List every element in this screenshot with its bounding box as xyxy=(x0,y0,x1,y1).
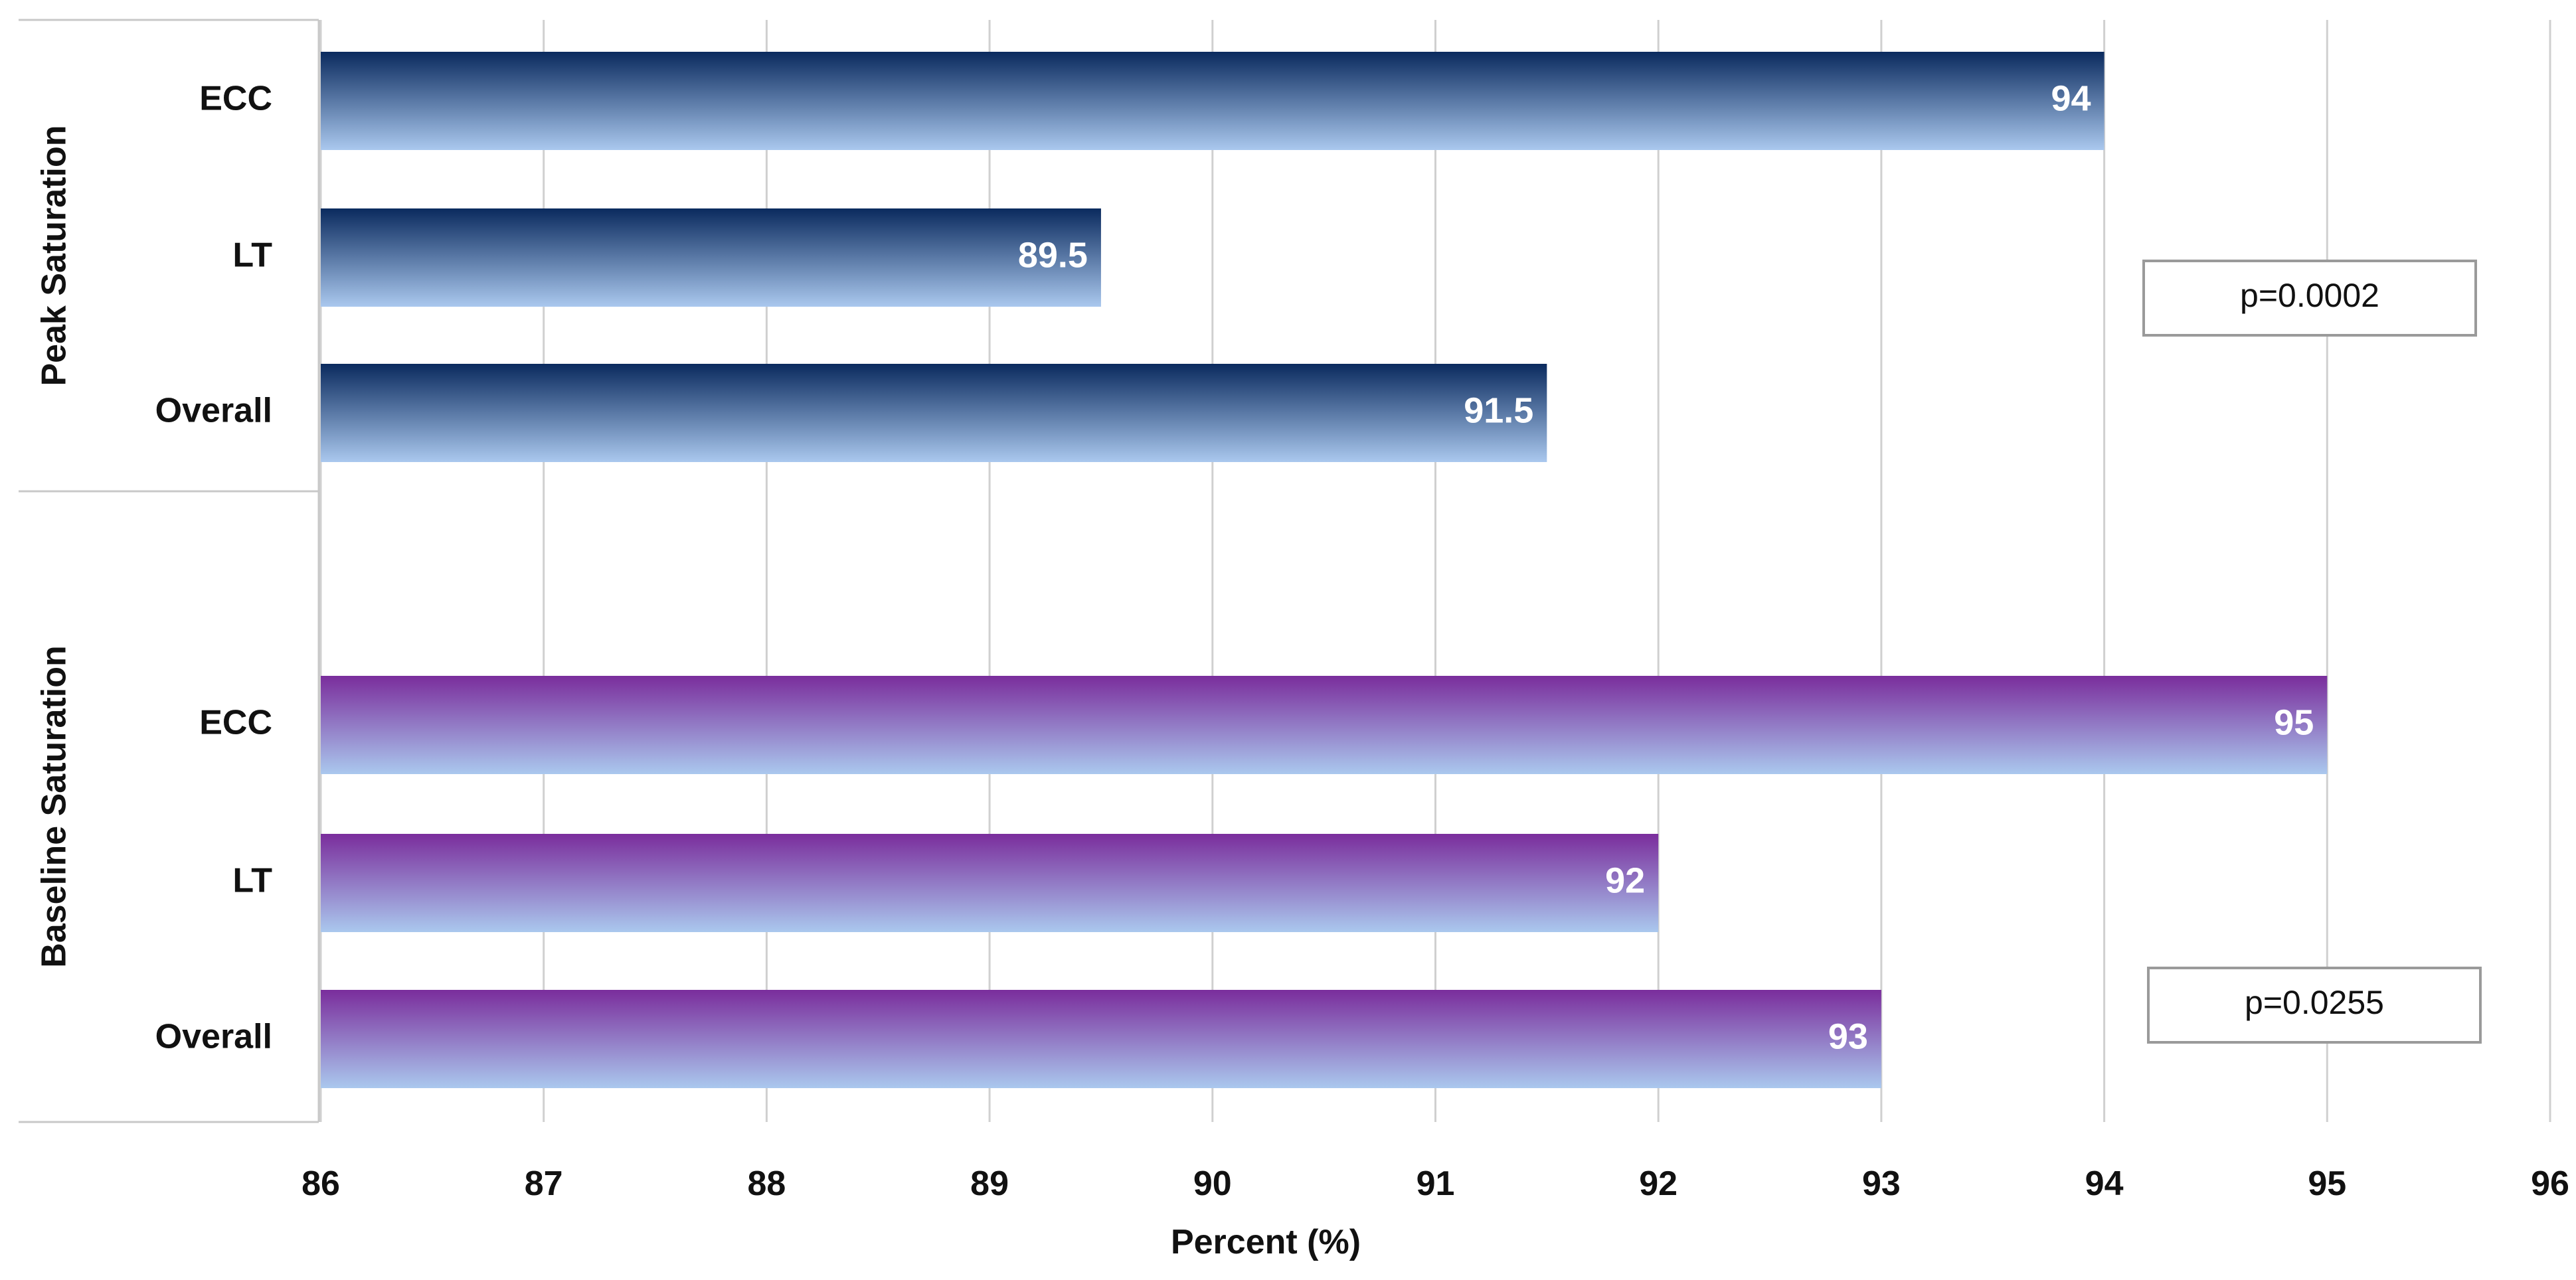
bar-ecc xyxy=(321,676,2328,774)
x-tick-label: 87 xyxy=(525,1164,563,1203)
x-axis-title: Percent (%) xyxy=(1171,1223,1361,1261)
data-label: 93 xyxy=(1828,1016,1868,1056)
labels: 86 87 88 89 90 91 92 93 94 95 96 Peak Saturation ECC… xyxy=(35,78,2569,1203)
data-label: 91.5 xyxy=(1464,390,1533,430)
data-label: 95 xyxy=(2274,702,2314,742)
category-label: ECC xyxy=(199,80,272,118)
x-tick-label: 88 xyxy=(747,1164,786,1203)
x-tick-label: 92 xyxy=(1639,1164,1677,1203)
x-tick-label: 86 xyxy=(301,1164,340,1203)
bars xyxy=(321,52,2328,1088)
gridlines xyxy=(319,20,2551,1122)
group-label: Peak Saturation xyxy=(35,125,74,386)
x-tick-label: 93 xyxy=(1862,1164,1901,1203)
bar-ecc xyxy=(321,52,2104,150)
bar-overall xyxy=(321,990,1881,1088)
category-label: LT xyxy=(232,862,272,900)
p-value-text: p=0.0255 xyxy=(2245,984,2384,1021)
x-tick-label: 96 xyxy=(2531,1164,2569,1203)
p-value-box xyxy=(2142,260,2477,337)
x-tick-label: 94 xyxy=(2085,1164,2124,1203)
category-label: ECC xyxy=(199,704,272,742)
x-tick-label: 89 xyxy=(970,1164,1009,1203)
category-label: Overall xyxy=(155,392,272,430)
x-tick-label: 91 xyxy=(1417,1164,1455,1203)
p-value-text: p=0.0002 xyxy=(2240,277,2379,314)
category-axis xyxy=(19,19,320,1123)
category-label: LT xyxy=(232,236,272,275)
x-tick-label: 95 xyxy=(2308,1164,2346,1203)
bar-lt xyxy=(321,834,1659,932)
data-label: 92 xyxy=(1605,860,1645,900)
group-label: Baseline Saturation xyxy=(35,645,74,967)
bar-lt xyxy=(321,208,1101,307)
data-label: 89.5 xyxy=(1018,235,1088,275)
category-label: Overall xyxy=(155,1018,272,1056)
p-value-box xyxy=(2147,967,2482,1044)
bar-overall xyxy=(321,364,1547,462)
data-label: 94 xyxy=(2051,78,2091,118)
x-tick-label: 90 xyxy=(1193,1164,1232,1203)
